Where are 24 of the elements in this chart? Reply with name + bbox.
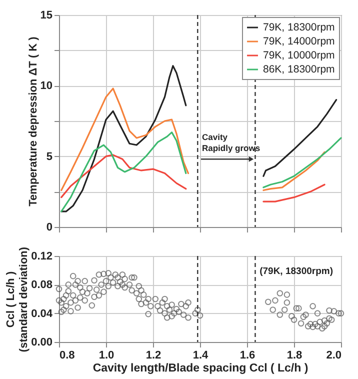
annotation: Cavity Rapidly grows (202, 132, 260, 154)
y-tick-label: 0 (46, 222, 52, 234)
x-axis-title: Cavity length/Blade spacing Ccl ( Lc/h ) (92, 362, 308, 374)
x-tick-label: 2.0 (326, 350, 342, 362)
y-axis-title: Temperature depression ΔT ( K ) (27, 36, 40, 206)
x-tick-label: 1.6 (240, 350, 256, 362)
y-tick-label: 10 (40, 80, 52, 92)
x-tick-label: 1.0 (98, 350, 114, 362)
x-tick-label: 0.8 (60, 350, 75, 362)
y-tick-label: 0.08 (31, 279, 52, 292)
y-tick-label: 5 (46, 150, 52, 163)
x-tick-label: 1.2 (146, 350, 162, 362)
annotation: (79K, 18300rpm) (260, 266, 333, 277)
legend-label: 79K, 18300rpm (263, 22, 336, 34)
y-tick-label: 0.04 (31, 308, 54, 320)
legend-label: 79K, 10000rpm (263, 50, 336, 62)
y-tick-label: 0.00 (31, 336, 52, 348)
legend-label: 79K, 14000rpm (263, 36, 336, 48)
x-tick-label: 1.4 (192, 350, 210, 362)
x-tick-label: 1.8 (286, 350, 302, 362)
y-tick-label: 0.12 (31, 250, 52, 262)
legend-label: 86K, 18300rpm (263, 64, 336, 76)
y-tick-label: 15 (40, 10, 52, 22)
y-axis-title: Ccl ( Lc/h ) (standard deviation) (5, 246, 30, 352)
